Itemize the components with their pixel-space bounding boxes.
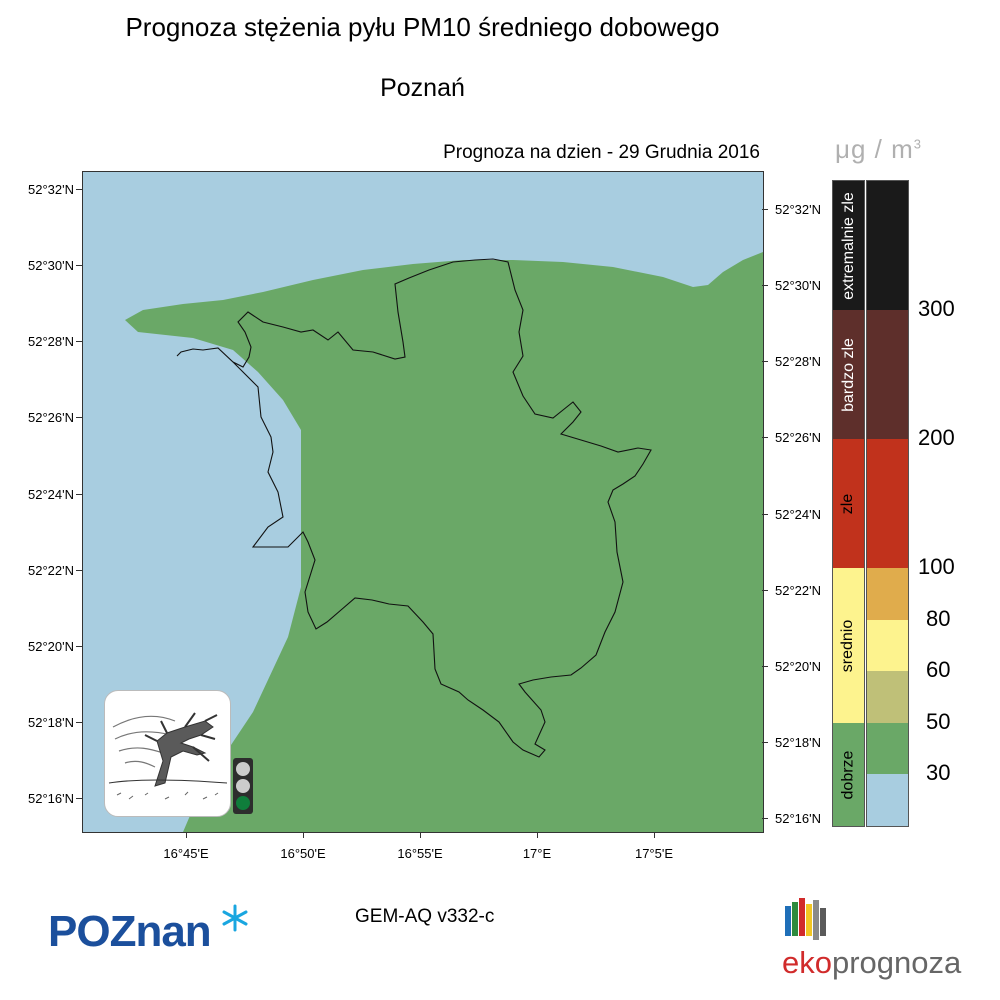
tick-mark — [762, 666, 768, 667]
scale-segment — [867, 774, 908, 826]
lat-label-right: 52°18'N — [775, 735, 821, 750]
tick-mark — [420, 832, 421, 838]
lon-label: 17°5'E — [634, 846, 674, 861]
lat-label-right: 52°28'N — [775, 354, 821, 369]
category-extremalnie-zle: extremalnie zle — [833, 181, 864, 310]
status-traffic-light — [233, 758, 253, 814]
eko-prefix: eko — [782, 945, 832, 980]
ekoprognoza-logo: ekoprognoza — [782, 945, 961, 981]
land-area — [125, 252, 763, 832]
wind-tree-icon — [104, 690, 231, 817]
city-boundary — [176, 258, 652, 758]
category-srednio: srednio — [833, 568, 864, 723]
tick-mark — [76, 417, 82, 418]
category-label: zle — [839, 493, 857, 514]
tick-mark — [76, 722, 82, 723]
lat-label-right: 52°20'N — [775, 659, 821, 674]
tick-mark — [186, 832, 187, 838]
lon-label: 16°50'E — [280, 846, 326, 861]
lon-label: 17°E — [522, 846, 552, 861]
traffic-light-top — [236, 762, 250, 776]
lat-label-left: 52°22'N — [28, 563, 74, 578]
scale-segment — [867, 439, 908, 568]
tick-mark — [76, 570, 82, 571]
eko-suffix: prognoza — [831, 945, 962, 980]
scale-label: 100 — [918, 554, 955, 579]
tick-mark — [76, 494, 82, 495]
tick-mark — [762, 514, 768, 515]
lat-label-left: 52°24'N — [28, 487, 74, 502]
lat-label-left: 52°32'N — [28, 182, 74, 197]
tick-mark — [76, 265, 82, 266]
lat-label-right: 52°30'N — [775, 278, 821, 293]
tick-mark — [654, 832, 655, 838]
scale-label: 300 — [918, 296, 955, 321]
lat-label-left: 52°26'N — [28, 410, 74, 425]
tick-mark — [762, 285, 768, 286]
lat-label-left: 52°30'N — [28, 258, 74, 273]
category-label: dobrze — [839, 750, 857, 799]
tick-mark — [762, 361, 768, 362]
unit-label: μg / m3 — [835, 134, 922, 165]
lat-label-left: 52°20'N — [28, 639, 74, 654]
lat-label-right: 52°16'N — [775, 811, 821, 826]
scale-segment — [867, 671, 908, 723]
forecast-date: Prognoza na dzien - 29 Grudnia 2016 — [443, 142, 760, 163]
tick-mark — [76, 341, 82, 342]
lon-label: 16°55'E — [397, 846, 443, 861]
ekoprognoza-bars-icon — [785, 898, 826, 940]
category-zle: zle — [833, 439, 864, 568]
category-legend: extremalnie zle bardzo zle zle srednio d… — [832, 180, 865, 827]
tick-mark — [76, 646, 82, 647]
unit-text: μg / m — [835, 134, 914, 164]
scale-segment — [867, 181, 908, 310]
lon-label: 16°45'E — [163, 846, 209, 861]
tick-mark — [762, 209, 768, 210]
lat-label-right: 52°26'N — [775, 430, 821, 445]
traffic-light-bottom — [236, 796, 250, 810]
lat-label-left: 52°16'N — [28, 791, 74, 806]
unit-exponent: 3 — [913, 136, 923, 152]
model-version: GEM-AQ v332-c — [355, 906, 495, 927]
category-label: srednio — [839, 619, 857, 672]
scale-segment — [867, 723, 908, 774]
category-label: bardzo zle — [839, 337, 857, 412]
scale-label: 200 — [918, 425, 955, 450]
scale-segment — [867, 310, 908, 439]
tick-mark — [762, 590, 768, 591]
scale-segment — [867, 620, 908, 671]
map-title: Prognoza stężenia pyłu PM10 średniego do… — [125, 12, 720, 42]
tick-mark — [762, 818, 768, 819]
concentration-scale — [866, 180, 909, 827]
category-bardzo-zle: bardzo zle — [833, 310, 864, 439]
category-dobrze: dobrze — [833, 723, 864, 826]
tick-mark — [537, 832, 538, 838]
tick-mark — [303, 832, 304, 838]
tick-mark — [762, 437, 768, 438]
tick-mark — [762, 742, 768, 743]
traffic-light-middle — [236, 779, 250, 793]
scale-segment — [867, 568, 908, 620]
lat-label-right: 52°32'N — [775, 202, 821, 217]
tick-mark — [76, 798, 82, 799]
category-label: extremalnie zle — [839, 191, 857, 300]
scale-label: 80 — [926, 606, 951, 631]
lat-label-left: 52°28'N — [28, 334, 74, 349]
lat-label-left: 52°18'N — [28, 715, 74, 730]
poznan-logo-text: POZnan — [48, 907, 212, 956]
lat-label-right: 52°22'N — [775, 583, 821, 598]
scale-label: 60 — [926, 657, 951, 682]
tick-mark — [76, 189, 82, 190]
city-subtitle: Poznań — [380, 74, 465, 102]
asterisk-icon — [222, 904, 248, 932]
scale-label: 50 — [926, 709, 951, 734]
poznan-logo: POZnan — [48, 904, 248, 957]
scale-label: 30 — [926, 760, 951, 785]
lat-label-right: 52°24'N — [775, 507, 821, 522]
